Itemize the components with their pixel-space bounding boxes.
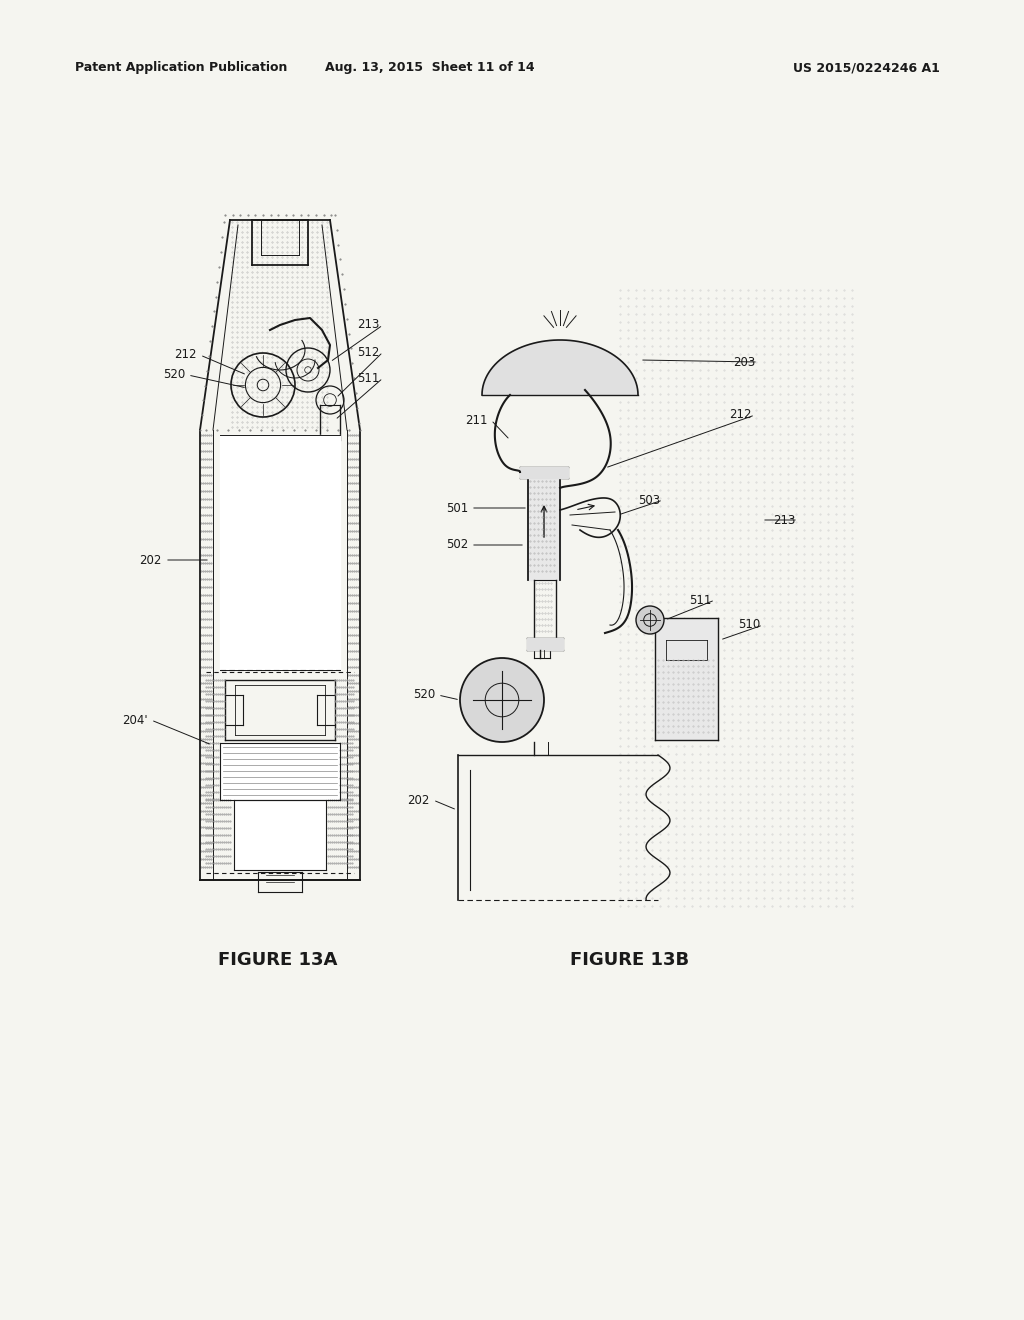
Text: 512: 512 xyxy=(357,346,380,359)
Text: 202: 202 xyxy=(139,553,162,566)
Text: Aug. 13, 2015  Sheet 11 of 14: Aug. 13, 2015 Sheet 11 of 14 xyxy=(326,62,535,74)
Text: 510: 510 xyxy=(737,619,760,631)
Polygon shape xyxy=(220,436,340,671)
Text: FIGURE 13B: FIGURE 13B xyxy=(570,950,689,969)
Text: 211: 211 xyxy=(466,413,488,426)
Polygon shape xyxy=(220,743,340,800)
Circle shape xyxy=(636,606,664,634)
Polygon shape xyxy=(528,473,560,579)
Polygon shape xyxy=(520,467,568,478)
Text: 502: 502 xyxy=(445,539,468,552)
Text: 520: 520 xyxy=(413,689,435,701)
Text: Patent Application Publication: Patent Application Publication xyxy=(75,62,288,74)
Text: 204': 204' xyxy=(123,714,148,726)
Text: 213: 213 xyxy=(357,318,380,331)
Polygon shape xyxy=(655,618,718,741)
Text: 202: 202 xyxy=(408,793,430,807)
Text: 203: 203 xyxy=(733,355,755,368)
Text: 212: 212 xyxy=(729,408,752,421)
Text: US 2015/0224246 A1: US 2015/0224246 A1 xyxy=(794,62,940,74)
Text: 503: 503 xyxy=(638,494,660,507)
Polygon shape xyxy=(482,341,638,395)
Text: 501: 501 xyxy=(445,502,468,515)
Text: 212: 212 xyxy=(174,348,197,362)
Polygon shape xyxy=(527,638,563,649)
Circle shape xyxy=(460,657,544,742)
Text: 520: 520 xyxy=(163,368,185,381)
Text: 213: 213 xyxy=(773,513,795,527)
Text: FIGURE 13A: FIGURE 13A xyxy=(218,950,338,969)
Polygon shape xyxy=(234,800,326,870)
Text: 511: 511 xyxy=(689,594,712,606)
Text: 511: 511 xyxy=(357,371,380,384)
